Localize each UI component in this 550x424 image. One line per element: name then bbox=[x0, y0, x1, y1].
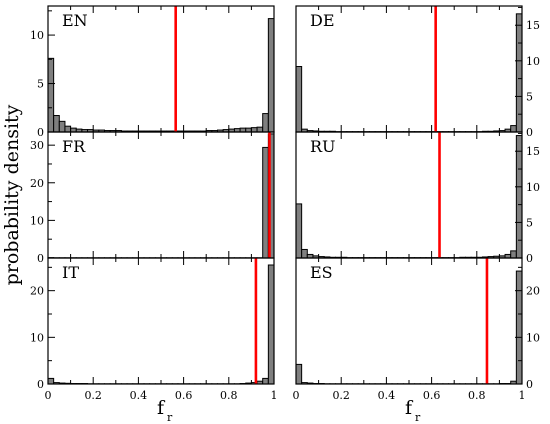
x-tick-label: 0 bbox=[293, 389, 300, 402]
y-tick-label: 5 bbox=[526, 216, 533, 229]
bar bbox=[267, 18, 275, 133]
x-tick-label: 1 bbox=[519, 389, 526, 402]
y-tick-label: 10 bbox=[30, 331, 44, 344]
panel-label-es: ES bbox=[310, 263, 333, 282]
y-tick-label: 10 bbox=[30, 29, 44, 42]
panel-en: 0 5 10 EN bbox=[30, 5, 275, 139]
y-tick-label: 0 bbox=[37, 378, 44, 391]
bar bbox=[58, 120, 66, 133]
y-tick-label: 0 bbox=[526, 126, 533, 139]
y-axis-label: probability density bbox=[1, 104, 23, 285]
x-tick-label: 0.4 bbox=[378, 389, 396, 402]
x-axis-label-right: f bbox=[405, 397, 414, 419]
x-tick-label: 0.2 bbox=[332, 389, 350, 402]
bar bbox=[295, 363, 303, 385]
bar bbox=[250, 127, 258, 133]
y-tick-label: 15 bbox=[526, 145, 540, 158]
panel-label-en: EN bbox=[62, 11, 88, 30]
bar bbox=[295, 66, 303, 133]
bar bbox=[53, 115, 60, 133]
y-tick-label: 20 bbox=[30, 177, 44, 190]
x-tick-label: 0.2 bbox=[84, 389, 102, 402]
panel-label-fr: FR bbox=[62, 137, 86, 156]
y-tick-label: 10 bbox=[526, 331, 540, 344]
x-axis-label-left-subscript: r bbox=[167, 411, 173, 424]
bar bbox=[515, 135, 523, 259]
y-tick-label: 10 bbox=[526, 181, 540, 194]
y-tick-label: 30 bbox=[30, 139, 44, 152]
x-tick-label: 0.8 bbox=[220, 389, 238, 402]
x-tick-label: 0.4 bbox=[130, 389, 148, 402]
bar bbox=[301, 248, 308, 259]
y-tick-label: 15 bbox=[526, 19, 540, 32]
y-tick-label: 20 bbox=[526, 285, 540, 298]
bar bbox=[256, 126, 264, 133]
bar bbox=[510, 125, 517, 133]
x-tick-label: 0.6 bbox=[175, 389, 193, 402]
bar bbox=[295, 203, 303, 259]
y-tick-label: 20 bbox=[30, 285, 44, 298]
bar bbox=[267, 264, 275, 385]
x-tick-label: 0.8 bbox=[468, 389, 486, 402]
x-tick-label: 1 bbox=[271, 389, 278, 402]
bar bbox=[262, 377, 269, 385]
y-tick-label: 0 bbox=[37, 126, 44, 139]
panel-ru: 0 5 10 15 RU bbox=[295, 131, 540, 265]
x-tick-label: 0.6 bbox=[423, 389, 441, 402]
panel-fr: 0 10 20 30 FR bbox=[30, 131, 275, 265]
y-tick-label: 0 bbox=[37, 252, 44, 265]
bars-de bbox=[295, 13, 523, 133]
y-tick-label: 0 bbox=[526, 378, 533, 391]
y-tick-label: 10 bbox=[526, 55, 540, 68]
y-tick-label: 0 bbox=[526, 252, 533, 265]
x-axis-label-left: f bbox=[157, 397, 166, 419]
bar bbox=[47, 377, 55, 385]
bar bbox=[510, 250, 517, 259]
bar bbox=[262, 113, 269, 133]
x-axis-label-right-subscript: r bbox=[415, 411, 421, 424]
bar bbox=[262, 146, 269, 259]
y-tick-label: 10 bbox=[30, 214, 44, 227]
panel-label-de: DE bbox=[310, 11, 335, 30]
panel-de: 0 5 10 15 DE bbox=[295, 5, 540, 139]
x-tick-label: 0 bbox=[45, 389, 52, 402]
bar bbox=[515, 270, 523, 385]
y-tick-label: 5 bbox=[526, 90, 533, 103]
bar bbox=[64, 125, 72, 133]
bar bbox=[47, 57, 55, 133]
bars-en bbox=[47, 18, 275, 133]
frame-it bbox=[47, 257, 275, 385]
panel-label-it: IT bbox=[62, 263, 79, 282]
bars-it bbox=[47, 264, 275, 385]
panel-label-ru: RU bbox=[310, 137, 336, 156]
y-tick-label: 5 bbox=[37, 78, 44, 91]
